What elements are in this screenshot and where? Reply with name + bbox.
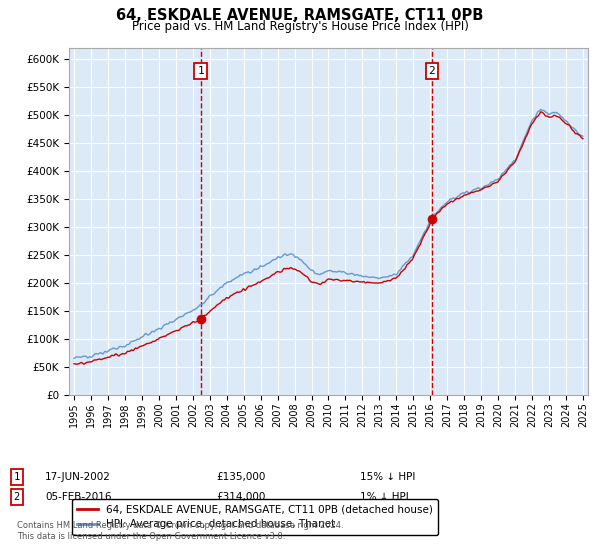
Text: 64, ESKDALE AVENUE, RAMSGATE, CT11 0PB: 64, ESKDALE AVENUE, RAMSGATE, CT11 0PB xyxy=(116,8,484,24)
Text: Price paid vs. HM Land Registry's House Price Index (HPI): Price paid vs. HM Land Registry's House … xyxy=(131,20,469,32)
Text: This data is licensed under the Open Government Licence v3.0.: This data is licensed under the Open Gov… xyxy=(17,532,285,541)
Text: 1: 1 xyxy=(14,472,20,482)
Text: 15% ↓ HPI: 15% ↓ HPI xyxy=(360,472,415,482)
Text: 2: 2 xyxy=(428,66,435,76)
Text: £314,000: £314,000 xyxy=(216,492,265,502)
Text: Contains HM Land Registry data © Crown copyright and database right 2024.: Contains HM Land Registry data © Crown c… xyxy=(17,521,343,530)
Legend: 64, ESKDALE AVENUE, RAMSGATE, CT11 0PB (detached house), HPI: Average price, det: 64, ESKDALE AVENUE, RAMSGATE, CT11 0PB (… xyxy=(71,499,438,535)
Text: 05-FEB-2016: 05-FEB-2016 xyxy=(45,492,112,502)
Text: 1% ↓ HPI: 1% ↓ HPI xyxy=(360,492,409,502)
Text: 17-JUN-2002: 17-JUN-2002 xyxy=(45,472,111,482)
Text: 2: 2 xyxy=(14,492,20,502)
Text: £135,000: £135,000 xyxy=(216,472,265,482)
Text: 1: 1 xyxy=(197,66,204,76)
